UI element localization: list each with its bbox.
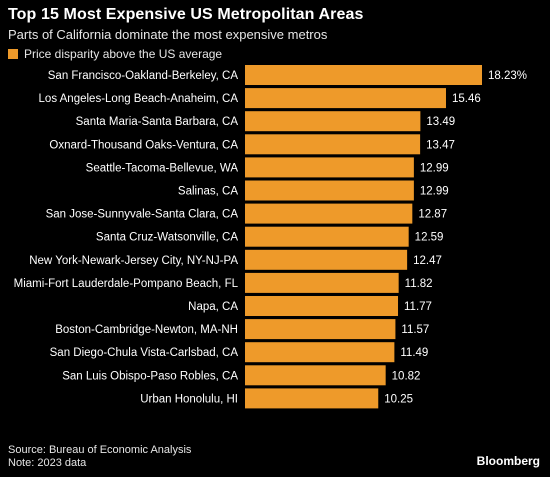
category-label: Urban Honolulu, HI: [140, 393, 238, 405]
category-label: Boston-Cambridge-Newton, MA-NH: [55, 324, 238, 336]
bloomberg-logo: Bloomberg: [476, 454, 540, 468]
value-label: 11.77: [404, 301, 432, 313]
bar: [245, 157, 414, 178]
bar: [245, 88, 446, 109]
value-label: 12.59: [415, 232, 444, 244]
bar: [245, 342, 395, 363]
bar: [245, 388, 379, 409]
data-note: Note: 2023 data: [8, 457, 87, 469]
value-label: 10.82: [392, 370, 421, 382]
bar: [245, 365, 386, 386]
value-label: 18.23%: [488, 70, 527, 82]
bar: [245, 203, 413, 224]
bar: [245, 180, 414, 201]
category-label: Napa, CA: [188, 301, 238, 313]
legend: Price disparity above the US average: [8, 47, 222, 61]
chart-title: Top 15 Most Expensive US Metropolitan Ar…: [8, 6, 364, 23]
category-label: San Jose-Sunnyvale-Santa Clara, CA: [46, 209, 239, 221]
source-note: Source: Bureau of Economic Analysis: [8, 444, 192, 456]
category-label: Santa Maria-Santa Barbara, CA: [76, 116, 239, 128]
bar: [245, 249, 408, 270]
category-label: San Francisco-Oakland-Berkeley, CA: [48, 70, 239, 82]
category-label: Seattle-Tacoma-Bellevue, WA: [86, 162, 239, 174]
bar: [245, 272, 399, 293]
value-label: 11.82: [405, 278, 433, 290]
value-label: 12.47: [413, 255, 442, 267]
category-label: Miami-Fort Lauderdale-Pompano Beach, FL: [14, 278, 239, 290]
category-label: Salinas, CA: [178, 186, 238, 198]
legend-swatch: [8, 49, 18, 59]
category-label: Santa Cruz-Watsonville, CA: [96, 232, 238, 244]
category-label: Oxnard-Thousand Oaks-Ventura, CA: [49, 139, 238, 151]
value-label: 12.87: [418, 209, 447, 221]
value-label: 10.25: [384, 393, 413, 405]
bar: [245, 111, 421, 132]
category-label: Los Angeles-Long Beach-Anaheim, CA: [39, 93, 239, 105]
legend-label: Price disparity above the US average: [24, 47, 223, 61]
value-label: 12.99: [420, 186, 449, 198]
chart-subtitle: Parts of California dominate the most ex…: [8, 27, 328, 42]
bar: [245, 65, 482, 85]
bar: [245, 134, 421, 155]
value-label: 11.57: [401, 324, 429, 336]
bar: [245, 319, 396, 340]
value-label: 15.46: [452, 93, 481, 105]
value-label: 12.99: [420, 162, 449, 174]
category-label: San Luis Obispo-Paso Robles, CA: [62, 370, 238, 382]
category-label: San Diego-Chula Vista-Carlsbad, CA: [50, 347, 239, 359]
footer: Source: Bureau of Economic Analysis Note…: [8, 444, 191, 470]
category-label: New York-Newark-Jersey City, NY-NJ-PA: [29, 255, 238, 267]
value-label: 13.49: [426, 116, 455, 128]
bar: [245, 296, 399, 316]
bar: [245, 226, 409, 247]
value-label: 11.49: [400, 347, 428, 359]
value-label: 13.47: [426, 139, 455, 151]
